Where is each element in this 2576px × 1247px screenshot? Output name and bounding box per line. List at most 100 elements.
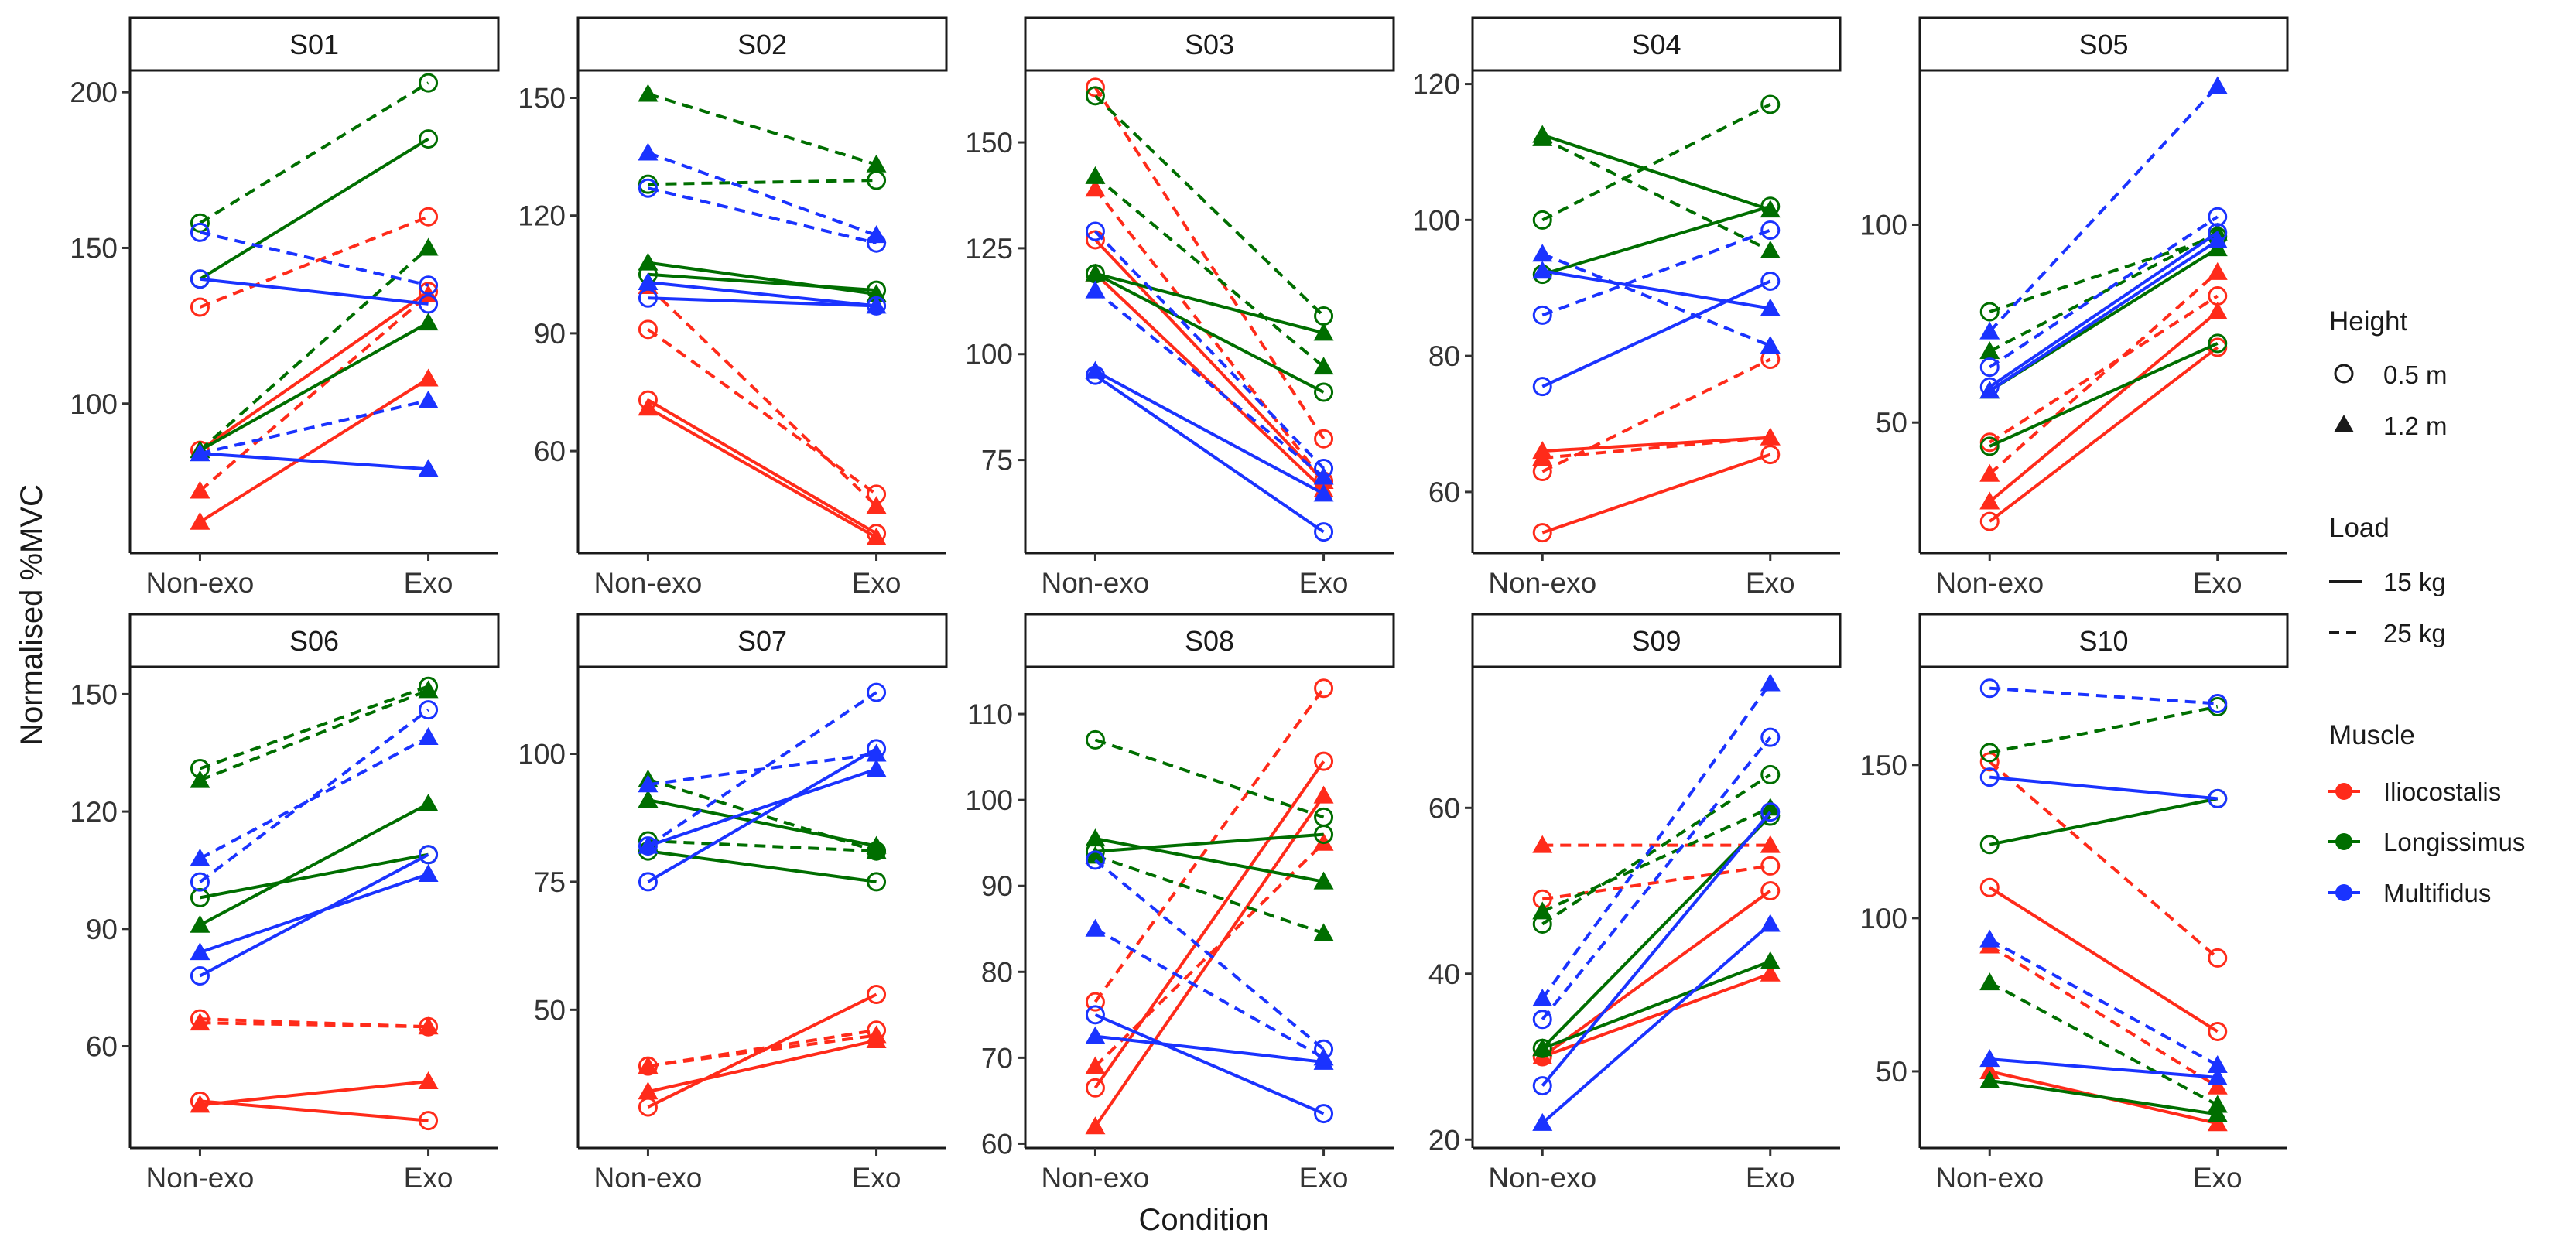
series-multifidus-h1-2-l25 [1979, 929, 2228, 1074]
series-line [1541, 228, 1771, 317]
point-open-circle [1314, 306, 1334, 326]
point-filled-triangle [866, 284, 887, 302]
point-filled-triangle [418, 1016, 439, 1035]
point-filled-triangle [1532, 1038, 1553, 1057]
series-iliocostalis-h1-2-l25 [1532, 427, 1781, 466]
point-filled-triangle [1532, 261, 1553, 279]
series-iliocostalis-h1-2-l25 [1532, 835, 1781, 853]
series-line [200, 1017, 429, 1029]
series-longissimus-h1-2-l15 [638, 790, 887, 854]
series-iliocostalis-h0-5-l15 [190, 282, 439, 460]
point-filled-triangle [866, 225, 887, 244]
series-line [1541, 357, 1771, 473]
point-filled-triangle [1085, 1116, 1106, 1135]
series-multifidus-h1-2-l25 [1532, 244, 1781, 354]
series-line [200, 852, 429, 900]
point-open-circle [1979, 357, 2000, 378]
point-filled-triangle [1760, 298, 1781, 316]
series-iliocostalis-h1-2-l15 [190, 1071, 439, 1113]
panel-s01: S01 100 150 200 Non-exo Exo [70, 16, 500, 599]
series-line [1988, 310, 2219, 504]
point-open-circle [1979, 767, 2000, 787]
series-line [1094, 289, 1325, 479]
series-line [1988, 760, 2219, 959]
panel-title-s03: S03 [1185, 29, 1234, 60]
point-filled-triangle [190, 848, 210, 866]
series-line [647, 186, 877, 245]
x-tick-label-non-exo: Non-exo [146, 567, 255, 599]
panel-title-s09: S09 [1631, 625, 1681, 657]
y-tick-label: 50 [1876, 407, 1907, 439]
series-multifidus-h0-5-l15 [190, 845, 439, 986]
point-filled-triangle [418, 793, 439, 811]
point-filled-triangle [1085, 1056, 1106, 1074]
series-line [647, 328, 877, 496]
point-open-circle [1532, 1010, 1552, 1030]
y-tick-label: 75 [534, 866, 566, 898]
point-open-circle [1532, 210, 1552, 230]
series-line [1094, 369, 1325, 496]
point-filled-triangle [1760, 914, 1781, 932]
point-filled-triangle [190, 480, 210, 499]
point-filled-triangle [866, 743, 887, 762]
series-line [1989, 705, 2219, 754]
series-line [1541, 252, 1771, 347]
y-tick-label: 100 [70, 388, 118, 420]
point-open-circle [1085, 1078, 1105, 1098]
y-tick-label: 110 [967, 699, 1013, 730]
series-line [199, 293, 429, 493]
panel-title-s02: S02 [737, 29, 787, 60]
legend-key-longissimus [2328, 833, 2360, 850]
series-iliocostalis-h0-5-l25 [638, 319, 887, 504]
series-line [647, 747, 877, 883]
series-multifidus-h0-5-l15 [1979, 767, 2228, 808]
series-longissimus-h0-5-l25 [1532, 764, 1781, 934]
point-open-circle [1085, 86, 1105, 106]
point-open-circle [1979, 752, 2000, 772]
series-line [1541, 279, 1771, 388]
point-filled-triangle [418, 459, 439, 477]
point-filled-triangle [2207, 1104, 2228, 1122]
point-open-circle [638, 178, 658, 198]
series-line [199, 398, 429, 456]
series-longissimus-h1-2-l15 [1532, 951, 1781, 1057]
series-longissimus-h0-5-l15 [1979, 788, 2228, 855]
series-line [1989, 886, 2219, 1033]
point-open-circle [1314, 429, 1334, 449]
legend-title-load: Load [2329, 513, 2390, 543]
series-line [1988, 85, 2219, 333]
x-tick-label-non-exo: Non-exo [1488, 1162, 1596, 1194]
x-tick-label-non-exo: Non-exo [594, 1162, 703, 1194]
point-open-circle [2208, 207, 2228, 227]
point-open-circle [1314, 807, 1334, 827]
series-longissimus-h1-2-l15 [190, 313, 439, 459]
series-line [648, 280, 877, 308]
series-iliocostalis-h0-5-l25 [1085, 77, 1334, 449]
point-filled-triangle [418, 237, 439, 256]
point-filled-triangle [2207, 230, 2228, 248]
series-longissimus-h0-5-l25 [638, 170, 887, 194]
point-filled-triangle [638, 252, 659, 271]
series-multifidus-h0-5-l25 [1085, 221, 1334, 479]
x-tick-label-non-exo: Non-exo [594, 567, 703, 599]
series-line [1094, 738, 1325, 819]
x-tick-label-exo: Exo [2193, 567, 2242, 599]
panel-title-s05: S05 [2078, 29, 2128, 60]
series-multifidus-h0-5-l15 [1532, 271, 1781, 397]
series-iliocostalis-h0-5-l25 [1979, 752, 2228, 968]
series-iliocostalis-h1-2-l25 [190, 1013, 439, 1035]
series-line [1989, 981, 2219, 1107]
point-filled-triangle [418, 1071, 439, 1090]
series-longissimus-h0-5-l25 [1979, 697, 2228, 763]
point-filled-triangle [1760, 673, 1781, 692]
series-line [1541, 922, 1772, 1125]
point-filled-triangle [1313, 323, 1334, 341]
point-filled-triangle [190, 1013, 210, 1031]
series-line [1093, 794, 1326, 1128]
panel-title-s06: S06 [289, 625, 339, 657]
series-line [1093, 188, 1326, 483]
series-line [199, 290, 429, 452]
point-filled-triangle [2207, 261, 2228, 280]
series-longissimus-h0-5-l25 [1532, 94, 1781, 230]
